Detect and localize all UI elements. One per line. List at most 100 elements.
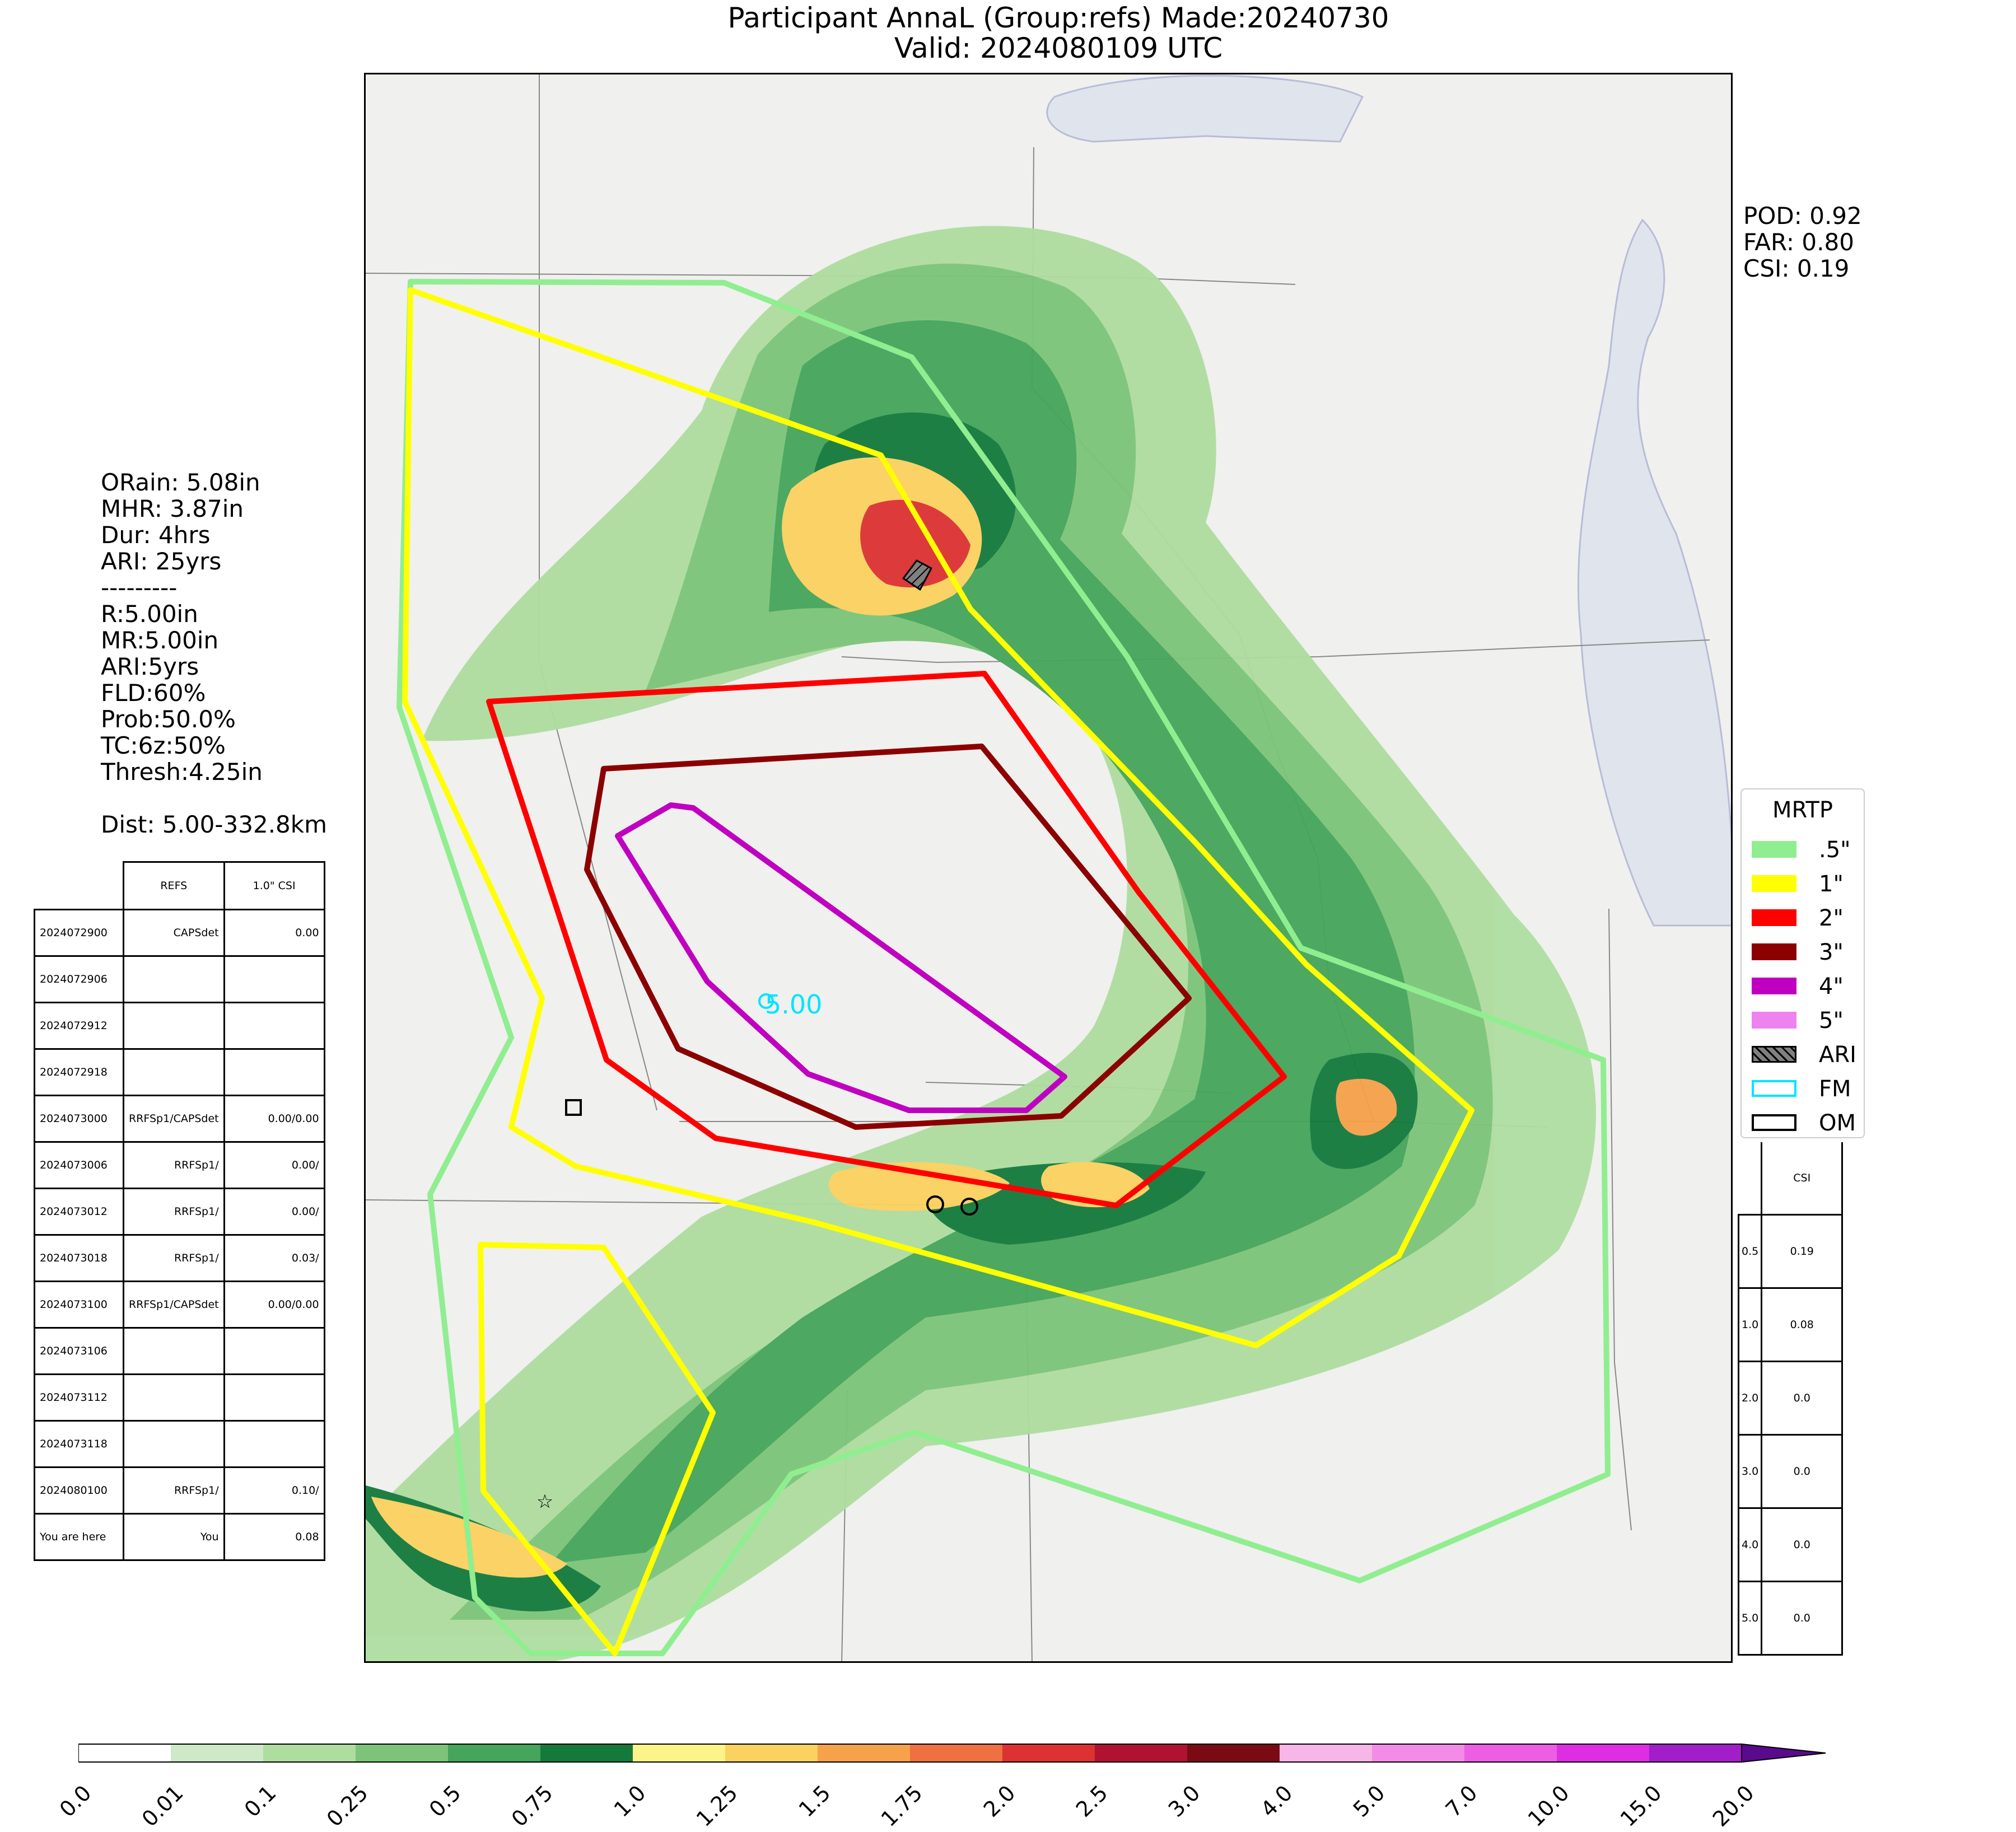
fm-point	[758, 993, 774, 1009]
colorbar-tick-label: 10.0	[1523, 1780, 1575, 1831]
mrtp-legend: MRTP .5" 1" 2" 3" 4" 5" ARI FM OM	[1740, 788, 1865, 1138]
om-circle-marker	[960, 1198, 978, 1216]
run-csi	[223, 1002, 325, 1050]
om-square-marker	[565, 1099, 582, 1116]
csi-threshold: 2.0	[1737, 1361, 1763, 1436]
legend-swatch	[1752, 1012, 1796, 1029]
precipitation-map: ☆ 5.00	[364, 73, 1733, 1663]
table-row: 2.0 0.0	[1737, 1361, 1844, 1436]
colorbar-tick-label: 0.1	[239, 1780, 281, 1822]
run-csi: 0.10/	[223, 1466, 325, 1515]
colorbar-segment	[725, 1744, 818, 1762]
colorbar-tick-label: 2.5	[1071, 1780, 1113, 1822]
run-csi	[223, 955, 325, 1003]
colorbar-tick-label: 5.0	[1348, 1780, 1390, 1822]
run-time: 2024072900	[34, 909, 124, 957]
colorbar-segment	[1187, 1744, 1280, 1762]
csi-header: CSI	[1761, 1142, 1844, 1216]
contour-2in	[486, 671, 1287, 1208]
legend-item-1in: 1"	[1752, 868, 1864, 902]
lake-michigan	[1577, 218, 1731, 927]
table-row: 2024073000 RRFSp1/CAPSdet 0.00/0.00	[34, 1095, 325, 1143]
table-row: 5.0 0.0	[1737, 1581, 1844, 1656]
table-row: 4.0 0.0	[1737, 1507, 1844, 1582]
csi-value: 0.0	[1761, 1581, 1844, 1656]
table-header-csi: 1.0" CSI	[223, 861, 325, 910]
run-csi: 0.00/	[223, 1141, 325, 1189]
legend-swatch	[1752, 909, 1796, 926]
run-csi: 0.03/	[223, 1234, 325, 1282]
contour-1in-south	[478, 1242, 716, 1656]
table-row: You are here You 0.08	[34, 1513, 325, 1561]
colorbar-segment	[1280, 1744, 1372, 1762]
legend-item-ari: ARI	[1752, 1039, 1864, 1073]
lake-superior	[1046, 74, 1364, 143]
run-time: 2024073118	[34, 1420, 124, 1468]
csi-header-blank	[1738, 1142, 1763, 1216]
csi-value: 0.08	[1761, 1287, 1844, 1362]
fm-value-label: 5.00	[765, 989, 823, 1020]
csi-threshold: 4.0	[1737, 1507, 1763, 1582]
legend-item-fm: FM	[1752, 1073, 1864, 1107]
legend-item-om: OM	[1752, 1107, 1864, 1141]
run-time: 2024073012	[34, 1188, 124, 1236]
contour-1in	[402, 287, 1474, 1348]
refs-run-table: REFS 1.0" CSI 2024072900 CAPSdet 0.00 2024…	[34, 861, 325, 1561]
map-title: Participant AnnaL (Group:refs) Made:2024…	[727, 2, 1389, 34]
table-row: 2024073006 RRFSp1/0.00/	[34, 1141, 325, 1189]
colorbar-tick-label: 1.5	[794, 1780, 836, 1822]
csi-by-threshold-table: CSI 0.5 0.19 1.0 0.08 2.0 0.0 3.0 0.0 4.0 0.0…	[1737, 1142, 1844, 1656]
colorbar-segment	[1372, 1744, 1464, 1762]
colorbar-tick-label: 7.0	[1440, 1780, 1482, 1822]
table-row: 2024072912	[34, 1002, 325, 1050]
precip-field	[366, 226, 1596, 1661]
colorbar-segment	[633, 1744, 725, 1762]
legend-label: ARI	[1819, 1042, 1856, 1068]
om-markers	[565, 1099, 978, 1216]
verification-scores: POD: 0.92 FAR: 0.80 CSI: 0.19	[1743, 202, 1862, 282]
run-time: 2024073112	[34, 1373, 124, 1422]
run-csi	[223, 1420, 325, 1468]
colorbar-tick-label: 0.25	[322, 1780, 374, 1831]
colorbar-tick-label: 4.0	[1256, 1780, 1298, 1822]
legend-label: .5"	[1819, 837, 1851, 863]
run-models	[123, 1373, 225, 1422]
table-row: 2024073118	[34, 1420, 325, 1468]
legend-swatch	[1752, 1114, 1796, 1131]
table-row: 2024080100 RRFSp1/0.10/	[34, 1466, 325, 1515]
legend-item-4in: 4"	[1752, 971, 1864, 1004]
table-row: 2024072906	[34, 955, 325, 1003]
table-row: 2024073112	[34, 1373, 325, 1422]
legend-title: MRTP	[1772, 797, 1833, 823]
run-models: RRFSp1/CAPSdet	[123, 1095, 225, 1143]
table-row: 1.0 0.08	[1737, 1287, 1844, 1362]
run-models: RRFSp1/	[123, 1141, 225, 1189]
colorbar-segment	[1095, 1744, 1187, 1762]
csi-threshold: 0.5	[1737, 1214, 1763, 1289]
legend-label: 5"	[1819, 1008, 1844, 1034]
run-csi	[223, 1327, 325, 1375]
table-row: 0.5 0.19	[1737, 1214, 1844, 1289]
run-models	[123, 1002, 225, 1050]
colorbar-tick-label: 20.0	[1708, 1780, 1760, 1831]
run-time: You are here	[34, 1513, 124, 1561]
colorbar-tick-label: 0.75	[507, 1780, 558, 1831]
legend-label: 1"	[1819, 871, 1844, 897]
run-time: 2024072912	[34, 1002, 124, 1050]
legend-swatch	[1752, 978, 1796, 994]
colorbar-segment	[1002, 1744, 1095, 1762]
star-marker: ☆	[536, 1490, 553, 1513]
csi-threshold: 3.0	[1737, 1434, 1763, 1509]
colorbar-tick-label: 2.0	[978, 1780, 1020, 1822]
colorbar-segment	[263, 1744, 356, 1762]
contour-4in	[615, 802, 1067, 1113]
run-models	[123, 955, 225, 1003]
run-models: RRFSp1/	[123, 1234, 225, 1282]
run-csi: 0.00/	[223, 1188, 325, 1236]
legend-swatch	[1752, 875, 1796, 892]
run-models	[123, 1327, 225, 1375]
run-time: 2024072906	[34, 955, 124, 1003]
colorbar-border	[78, 1744, 1742, 1763]
csi-value: 0.19	[1761, 1214, 1844, 1289]
legend-item-5in: 5"	[1752, 1005, 1864, 1039]
